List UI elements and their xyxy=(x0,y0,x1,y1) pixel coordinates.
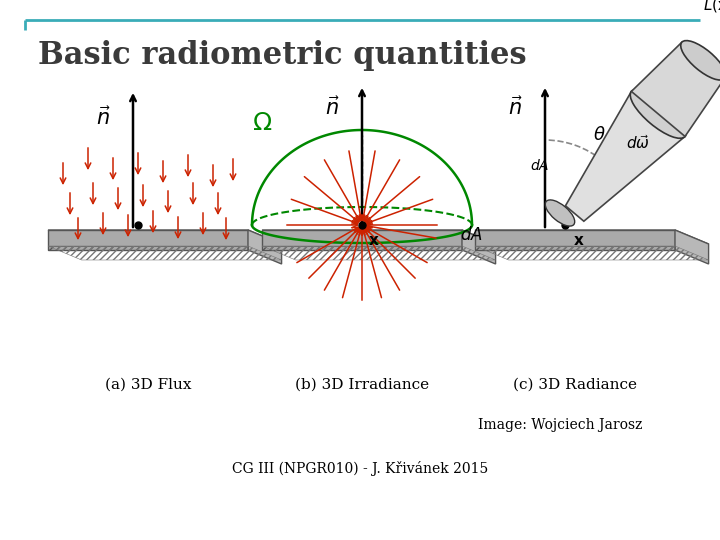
Text: (b) 3D Irradiance: (b) 3D Irradiance xyxy=(295,378,429,392)
Polygon shape xyxy=(475,230,708,244)
Text: $\vec{n}$: $\vec{n}$ xyxy=(96,106,111,129)
Polygon shape xyxy=(565,91,685,221)
Polygon shape xyxy=(675,230,708,264)
Text: (a) 3D Flux: (a) 3D Flux xyxy=(104,378,192,392)
Text: $\vec{n}$: $\vec{n}$ xyxy=(508,96,523,119)
Text: $\mathbf{x}$: $\mathbf{x}$ xyxy=(573,234,585,248)
Text: $\mathbf{x}$: $\mathbf{x}$ xyxy=(368,234,379,248)
Text: (c) 3D Radiance: (c) 3D Radiance xyxy=(513,378,637,392)
Text: $\theta$: $\theta$ xyxy=(593,126,606,144)
Text: $\vec{n}$: $\vec{n}$ xyxy=(325,96,340,119)
Polygon shape xyxy=(631,42,720,137)
Text: $d\vec{\omega}$: $d\vec{\omega}$ xyxy=(626,134,649,152)
Ellipse shape xyxy=(545,200,575,226)
Ellipse shape xyxy=(630,90,686,138)
Text: $\Omega$: $\Omega$ xyxy=(252,112,272,135)
Text: CG III (NPGR010) - J. Křivánek 2015: CG III (NPGR010) - J. Křivánek 2015 xyxy=(232,461,488,476)
Polygon shape xyxy=(248,230,282,264)
Text: $dA$: $dA$ xyxy=(530,158,549,173)
Text: $dA$: $dA$ xyxy=(460,226,483,244)
Polygon shape xyxy=(48,230,248,250)
Polygon shape xyxy=(462,230,495,264)
Polygon shape xyxy=(262,230,462,250)
Text: Image: Wojciech Jarosz: Image: Wojciech Jarosz xyxy=(478,418,642,432)
Text: Basic radiometric quantities: Basic radiometric quantities xyxy=(38,40,526,71)
Polygon shape xyxy=(262,230,495,244)
Text: $L(\mathbf{x}, \dot{\omega})$: $L(\mathbf{x}, \dot{\omega})$ xyxy=(703,0,720,15)
Polygon shape xyxy=(48,230,282,244)
Ellipse shape xyxy=(680,40,720,80)
Polygon shape xyxy=(475,230,675,250)
